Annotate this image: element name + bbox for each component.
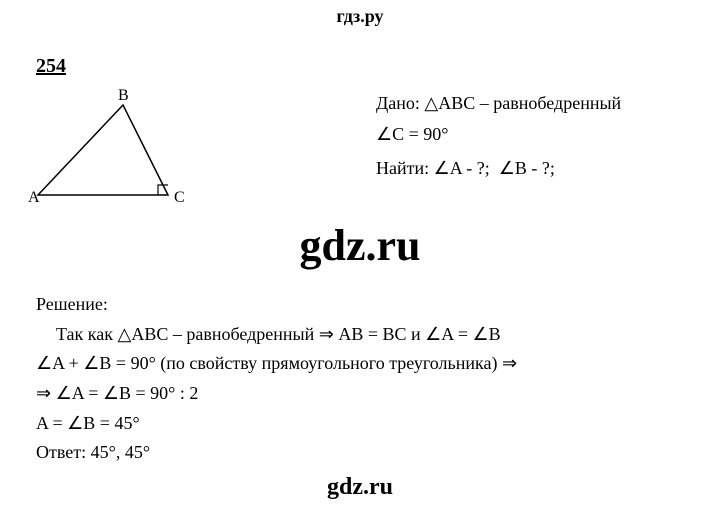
find-body: ∠A - ?; ∠B - ?; [434, 158, 555, 178]
solution-line-2: ∠A + ∠B = 90° (по свойству прямоугольног… [36, 349, 517, 379]
triangle-symbol: △ [424, 93, 438, 113]
sol1b: ABC – равнобедренный ⇒ AB = BC и ∠A = ∠B [131, 324, 500, 344]
vertex-label-c: C [174, 189, 185, 207]
triangle-symbol-2: △ [118, 324, 132, 344]
vertex-label-a: A [28, 189, 40, 207]
triangle-figure: A B C [28, 95, 208, 215]
watermark-large: gdz.ru [0, 220, 720, 271]
problem-number: 254 [36, 55, 66, 78]
site-header: гдз.ру [0, 0, 720, 27]
given-body-1: ABC – равнобедренный [438, 93, 621, 113]
solution-line-4: A = ∠B = 45° [36, 409, 517, 439]
solution-line-1: Так как △ABC – равнобедренный ⇒ AB = BC … [36, 320, 517, 350]
solution-block: Решение: Так как △ABC – равнобедренный ⇒… [36, 290, 517, 468]
solution-heading: Решение: [36, 290, 517, 320]
given-block: Дано: △ABC – равнобедренный ∠C = 90° Най… [376, 88, 621, 184]
site-name: гдз.ру [336, 6, 383, 26]
watermark-small: gdz.ru [0, 474, 720, 501]
answer-body: 45°, 45° [91, 442, 150, 462]
sol1a: Так как [56, 324, 118, 344]
given-line-1: Дано: △ABC – равнобедренный [376, 88, 621, 119]
solution-line-3: ⇒ ∠A = ∠B = 90° : 2 [36, 379, 517, 409]
answer-prefix: Ответ: [36, 442, 91, 462]
find-prefix: Найти: [376, 158, 434, 178]
vertex-label-b: B [118, 87, 129, 105]
solution-line-5: Ответ: 45°, 45° [36, 438, 517, 468]
given-line-3: Найти: ∠A - ?; ∠B - ?; [376, 153, 621, 184]
given-prefix: Дано: [376, 93, 424, 113]
given-line-2: ∠C = 90° [376, 119, 621, 150]
